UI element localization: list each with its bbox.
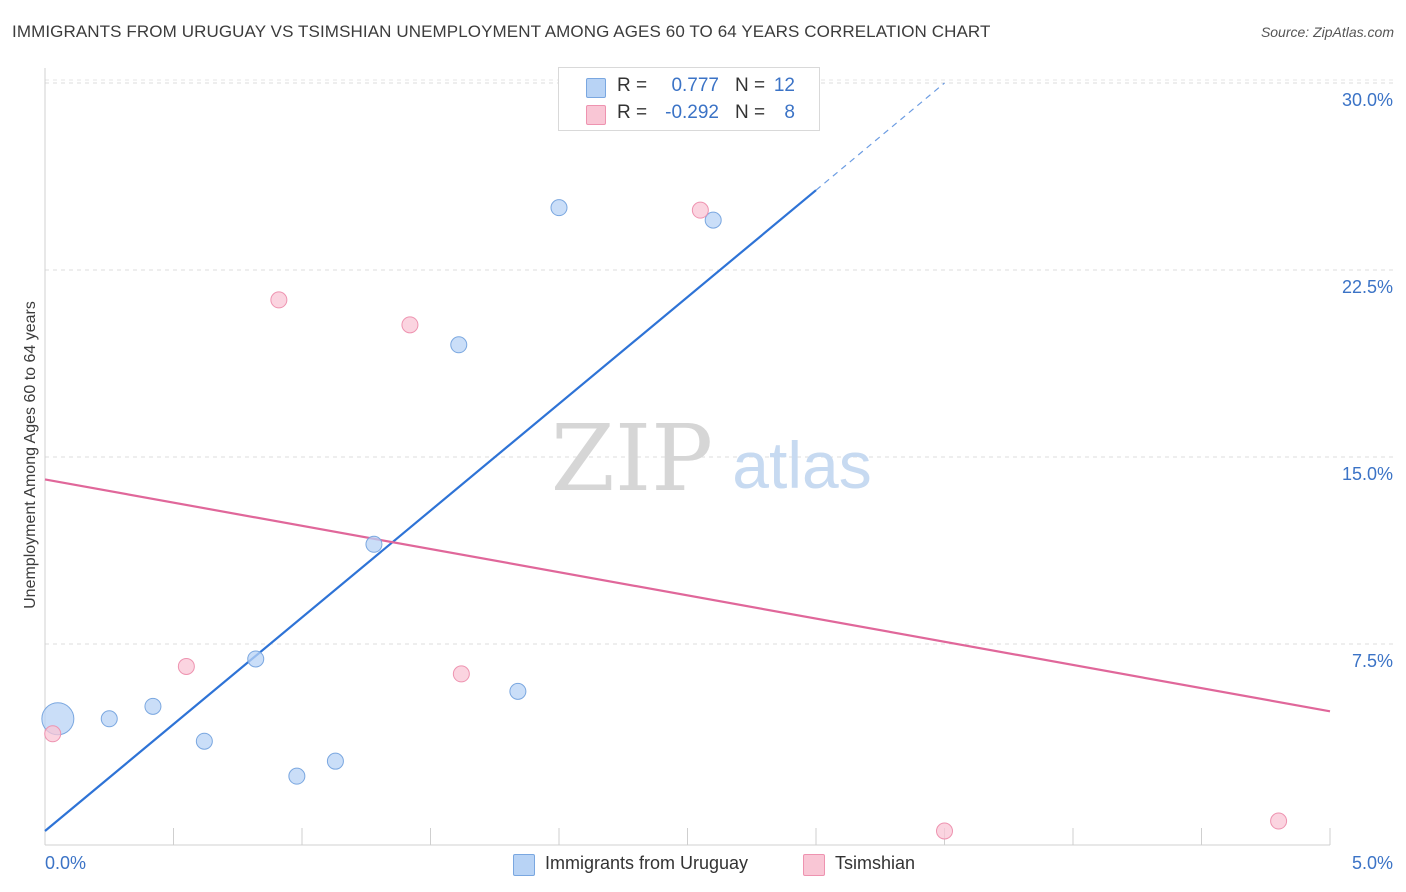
data-point-uruguay [100,710,118,728]
legend-r-label: R = [617,75,648,96]
legend-label-uruguay: Immigrants from Uruguay [545,853,749,873]
data-point-uruguay [247,650,265,668]
data-point-uruguay [550,199,568,217]
grid [45,79,1395,645]
correlation-legend: R = 0.777 N = 12 R = -0.292 N = 8 [558,67,820,131]
source-label: Source: ZipAtlas.com [1260,24,1394,40]
trend-lines [44,82,1331,832]
data-point-uruguay [450,336,468,354]
series-legend: Immigrants from Uruguay Tsimshian [0,852,1406,878]
watermark: ZIP atlas [551,405,872,512]
x-tick-label: 0.0% [45,853,86,873]
data-point-uruguay [288,767,306,785]
tick-labels: 7.5% 15.0% 22.5% 30.0% 0.0% 5.0% [45,90,1393,873]
legend-swatch-uruguay [513,854,535,876]
data-point-uruguay [195,732,213,750]
data-point-uruguay [509,682,527,700]
data-point-tsimshian [452,665,470,683]
legend-r-value: -0.292 [665,102,719,123]
data-point-uruguay [365,535,383,553]
data-points [41,199,1288,840]
legend-row-tsimshian: R = -0.292 N = 8 [559,101,819,127]
axes [44,68,1331,846]
legend-row-uruguay: R = 0.777 N = 12 [559,74,819,100]
legend-n-value: 8 [784,102,795,123]
legend-label-tsimshian: Tsimshian [835,853,916,873]
legend-n-value: 12 [773,75,795,96]
data-point-tsimshian [401,316,419,334]
data-point-tsimshian [44,725,62,743]
data-point-uruguay [144,697,162,715]
data-point-tsimshian [936,822,953,840]
data-point-tsimshian [691,201,709,219]
chart-title: IMMIGRANTS FROM URUGUAY VS TSIMSHIAN UNE… [12,22,991,41]
legend-swatch-tsimshian [586,105,606,125]
legend-swatch-uruguay [586,78,606,98]
legend-n-label: N = [735,75,766,96]
data-point-uruguay [704,211,722,229]
legend-r-value: 0.777 [671,75,719,96]
watermark-atlas: atlas [732,428,871,502]
x-tick-label: 5.0% [1352,853,1393,873]
data-point-tsimshian [1270,812,1288,830]
legend-n-label: N = [735,102,766,123]
y-tick-label: 7.5% [1352,651,1393,671]
legend-r-label: R = [617,102,648,123]
data-point-uruguay [326,752,344,770]
y-tick-label: 30.0% [1342,90,1393,110]
trend-line-uruguay [44,189,817,832]
data-point-tsimshian [177,657,195,675]
trend-line-tsimshian [44,478,1331,713]
data-point-tsimshian [270,291,288,309]
legend-swatch-tsimshian [803,854,825,876]
y-tick-label: 22.5% [1342,277,1393,297]
trend-line-extension [815,82,945,191]
y-tick-label: 15.0% [1342,464,1393,484]
watermark-zip: ZIP [551,405,713,512]
